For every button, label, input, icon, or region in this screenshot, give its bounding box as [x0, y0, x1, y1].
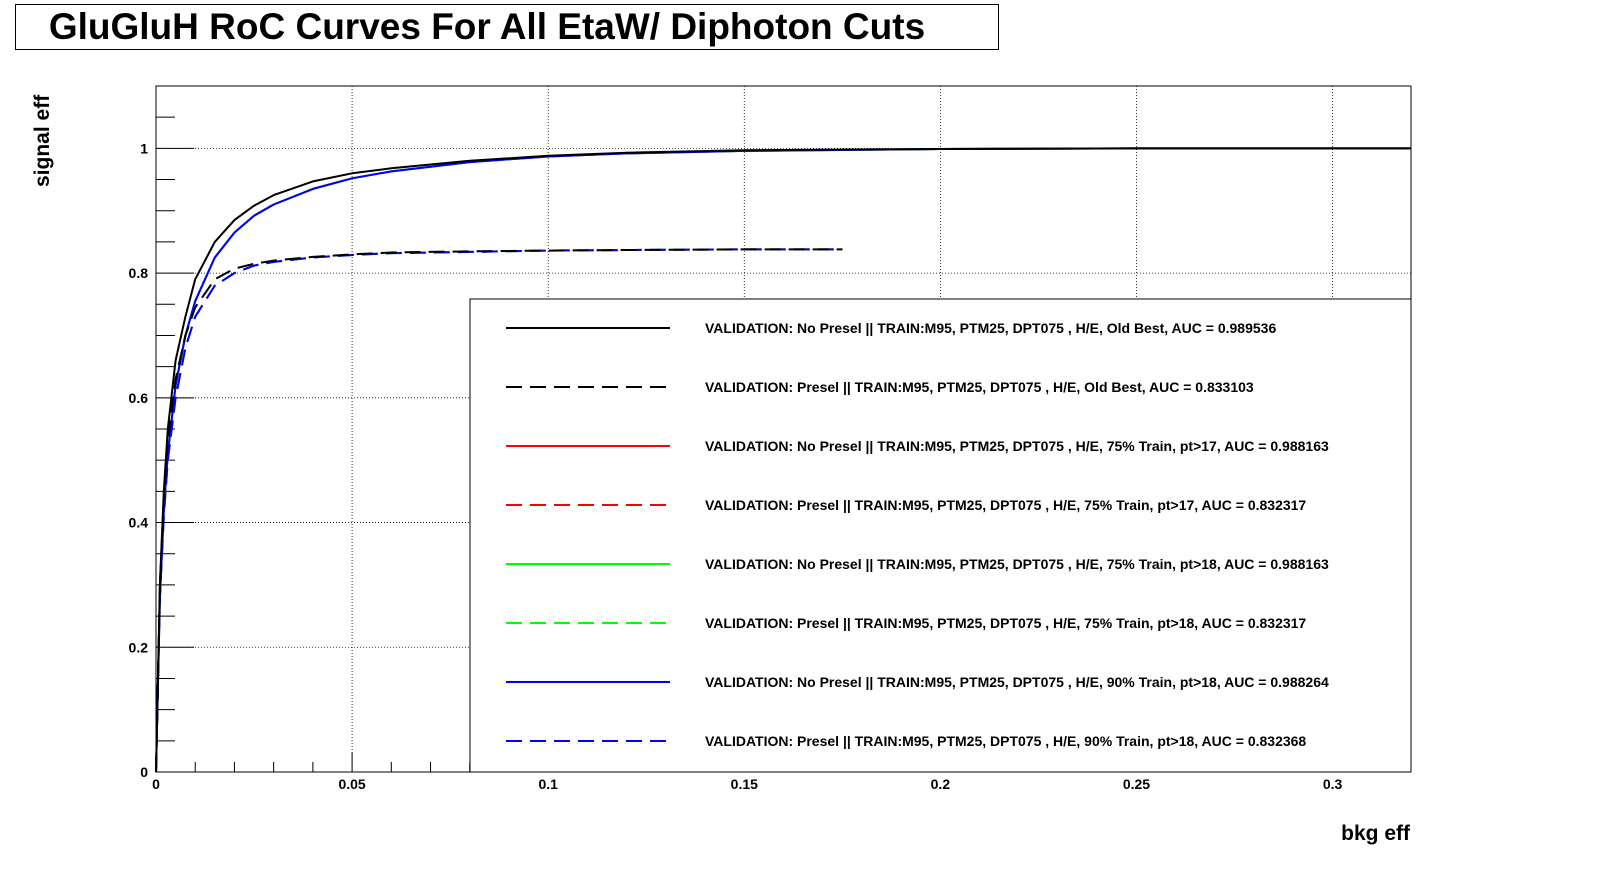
- y-axis-title: signal eff: [31, 94, 54, 187]
- curves: [155, 147, 1411, 773]
- y-tick-label: 0.8: [129, 265, 149, 281]
- legend-entry-label: VALIDATION: Presel || TRAIN:M95, PTM25, …: [705, 615, 1306, 631]
- y-tick-label: 0.2: [129, 639, 149, 655]
- x-axis-title: bkg eff: [1341, 822, 1411, 845]
- chart-title-box: GluGluH RoC Curves For All EtaW/ Diphoto…: [15, 4, 999, 50]
- chart-title: GluGluH RoC Curves For All EtaW/ Diphoto…: [48, 6, 926, 47]
- x-tick-label: 0.05: [338, 776, 365, 792]
- legend-entry-label: VALIDATION: No Presel || TRAIN:M95, PTM2…: [705, 438, 1329, 454]
- legend-box: [469, 298, 1412, 773]
- legend-entry-label: VALIDATION: No Presel || TRAIN:M95, PTM2…: [705, 556, 1329, 572]
- x-tick-label: 0.1: [538, 776, 558, 792]
- legend-entry-label: VALIDATION: Presel || TRAIN:M95, PTM25, …: [705, 379, 1254, 395]
- y-tick-label: 0.4: [129, 515, 149, 531]
- legend-entry-label: VALIDATION: Presel || TRAIN:M95, PTM25, …: [705, 733, 1306, 749]
- x-tick-label: 0.25: [1123, 776, 1150, 792]
- roc-curve-nopresel: [155, 147, 1411, 773]
- x-tick-label: 0.15: [731, 776, 758, 792]
- x-tick-label: 0.2: [931, 776, 951, 792]
- y-tick-label: 0: [140, 764, 148, 780]
- roc-curve-presel: [155, 248, 843, 773]
- legend-entry-label: VALIDATION: Presel || TRAIN:M95, PTM25, …: [705, 497, 1306, 513]
- x-tick-label: 0: [152, 776, 160, 792]
- plot-frame: [155, 85, 1412, 773]
- y-tick-label: 1: [140, 140, 148, 156]
- legend-entry-label: VALIDATION: No Presel || TRAIN:M95, PTM2…: [705, 320, 1276, 336]
- y-tick-label: 0.6: [129, 390, 149, 406]
- legend-entry-label: VALIDATION: No Presel || TRAIN:M95, PTM2…: [705, 674, 1329, 690]
- x-tick-label: 0.3: [1323, 776, 1343, 792]
- legend: VALIDATION: No Presel || TRAIN:M95, PTM2…: [506, 320, 1329, 749]
